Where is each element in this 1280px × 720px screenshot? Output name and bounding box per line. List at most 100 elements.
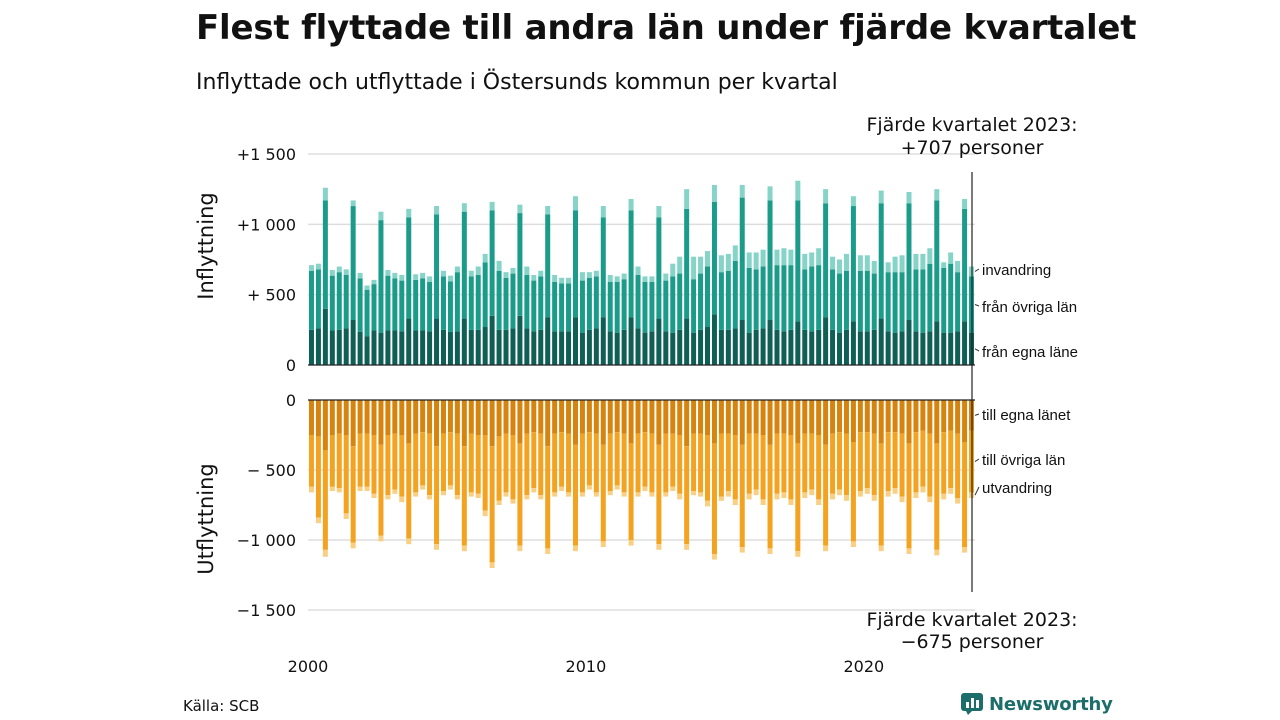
bar-outflow-2: [760, 499, 766, 505]
bar-inflow-0: [850, 321, 856, 365]
bar-outflow-1: [503, 433, 509, 493]
bar-outflow-2: [920, 486, 926, 493]
bar-outflow-0: [336, 400, 342, 434]
bar-outflow-2: [559, 486, 565, 491]
bar-outflow-0: [732, 400, 738, 435]
bar-inflow-2: [927, 248, 933, 264]
bar-outflow-2: [781, 492, 787, 498]
bar-inflow-1: [642, 282, 648, 333]
bar-inflow-1: [899, 272, 905, 332]
bar-inflow-0: [447, 331, 453, 365]
bar-outflow-2: [753, 489, 759, 496]
bar-outflow-1: [781, 433, 787, 493]
legend-label: till egna länet: [982, 407, 1071, 424]
bar-inflow-0: [663, 331, 669, 365]
bar-outflow-1: [454, 433, 460, 496]
bar-outflow-1: [906, 443, 912, 549]
bar-inflow-2: [934, 189, 940, 201]
bar-inflow-2: [816, 248, 822, 266]
bar-inflow-0: [711, 314, 717, 365]
bar-outflow-0: [934, 400, 940, 444]
bar-outflow-0: [642, 400, 648, 433]
bar-inflow-1: [447, 281, 453, 332]
bar-inflow-2: [920, 253, 926, 270]
bar-outflow-0: [315, 400, 321, 437]
bar-outflow-2: [538, 495, 544, 500]
bar-outflow-1: [482, 435, 488, 511]
legend-leader: [974, 304, 980, 307]
bar-outflow-0: [774, 400, 780, 434]
bar-outflow-0: [906, 400, 912, 444]
bar-outflow-0: [322, 400, 328, 451]
legend-label: från egna läne: [982, 344, 1078, 361]
bar-inflow-2: [767, 186, 773, 201]
bar-outflow-1: [614, 432, 620, 486]
bar-outflow-0: [607, 400, 613, 434]
bar-inflow-0: [586, 329, 592, 365]
bar-outflow-1: [600, 444, 606, 542]
bar-inflow-1: [420, 278, 426, 331]
bar-inflow-2: [308, 265, 314, 271]
bar-inflow-1: [635, 274, 641, 329]
bar-outflow-0: [628, 400, 634, 444]
bar-inflow-1: [906, 203, 912, 320]
bar-inflow-1: [406, 217, 412, 319]
bar-inflow-2: [788, 249, 794, 266]
bar-inflow-0: [781, 331, 787, 365]
bar-outflow-1: [621, 433, 627, 493]
bar-outflow-0: [809, 400, 815, 434]
bar-inflow-0: [489, 315, 495, 365]
bar-outflow-2: [830, 493, 836, 500]
bar-inflow-2: [691, 256, 697, 280]
bar-outflow-0: [434, 400, 440, 447]
bar-inflow-0: [899, 331, 905, 365]
y-tick-label: 0: [286, 356, 296, 375]
bar-inflow-0: [475, 329, 481, 365]
bar-inflow-2: [496, 260, 502, 271]
bar-inflow-1: [837, 273, 843, 333]
bar-inflow-0: [420, 330, 426, 365]
bar-outflow-0: [691, 400, 697, 434]
bar-inflow-0: [746, 332, 752, 365]
bar-inflow-1: [948, 263, 954, 333]
legend-leader: [974, 486, 980, 496]
bar-outflow-2: [399, 496, 405, 503]
bar-inflow-2: [635, 266, 641, 275]
bar-outflow-0: [837, 400, 843, 433]
bar-outflow-0: [447, 400, 453, 433]
bar-outflow-2: [329, 486, 335, 491]
bar-inflow-2: [468, 270, 474, 277]
bar-outflow-1: [830, 433, 836, 494]
bar-inflow-0: [427, 331, 433, 365]
bar-outflow-1: [371, 435, 377, 494]
bar-outflow-0: [413, 400, 419, 434]
bar-inflow-1: [802, 269, 808, 330]
bar-inflow-2: [392, 272, 398, 279]
bar-outflow-0: [955, 400, 961, 434]
bar-inflow-2: [434, 206, 440, 215]
bar-outflow-1: [878, 443, 884, 546]
bar-inflow-1: [718, 272, 724, 330]
x-tick-label: 2010: [566, 657, 607, 676]
bar-inflow-0: [385, 330, 391, 365]
bar-outflow-0: [579, 400, 585, 434]
bar-outflow-0: [649, 400, 655, 434]
bar-inflow-2: [705, 251, 711, 267]
bar-outflow-1: [649, 433, 655, 493]
bar-inflow-0: [538, 329, 544, 365]
bar-outflow-0: [538, 400, 544, 434]
bar-inflow-0: [510, 328, 516, 365]
bar-inflow-1: [885, 272, 891, 332]
bar-inflow-0: [670, 332, 676, 365]
bar-inflow-1: [934, 200, 940, 322]
bar-outflow-2: [440, 491, 446, 496]
bar-inflow-2: [906, 191, 912, 204]
bar-inflow-1: [857, 270, 863, 332]
bar-inflow-0: [468, 329, 474, 365]
bar-inflow-0: [795, 321, 801, 365]
bar-inflow-1: [461, 211, 467, 319]
bar-inflow-1: [586, 277, 592, 330]
bar-inflow-0: [816, 329, 822, 365]
bar-inflow-1: [746, 267, 752, 333]
bar-inflow-2: [899, 255, 905, 273]
